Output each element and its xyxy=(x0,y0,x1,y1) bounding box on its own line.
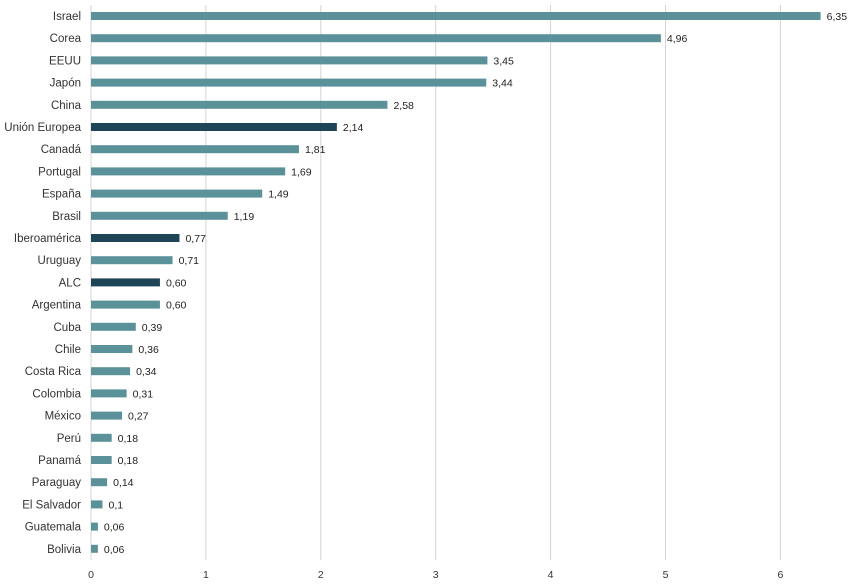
category-label: Chile xyxy=(55,344,81,356)
x-tick-label: 0 xyxy=(88,569,94,581)
bar xyxy=(91,278,160,287)
category-label: Costa Rica xyxy=(25,366,82,378)
bars xyxy=(91,12,821,553)
x-tick-label: 2 xyxy=(318,569,324,581)
value-label: 0,77 xyxy=(185,233,206,245)
value-label: 0,36 xyxy=(138,344,159,356)
category-label: Argentina xyxy=(32,300,82,312)
category-label: Iberoamérica xyxy=(14,233,82,245)
x-tick-label: 1 xyxy=(203,569,209,581)
bar xyxy=(91,367,131,376)
value-label: 1,49 xyxy=(268,189,289,201)
value-label: 4,96 xyxy=(667,33,688,45)
value-label: 1,81 xyxy=(305,144,326,156)
x-tick-label: 6 xyxy=(777,569,783,581)
bar xyxy=(91,345,133,353)
category-label: Canadá xyxy=(41,144,82,156)
value-label: 6,35 xyxy=(827,11,848,23)
category-label: Corea xyxy=(50,33,82,45)
category-label: Brasil xyxy=(52,211,81,223)
bar xyxy=(91,78,487,87)
category-label: EEUU xyxy=(49,55,81,67)
category-label: Unión Europea xyxy=(4,122,81,134)
bar xyxy=(91,12,821,20)
bar xyxy=(91,478,108,487)
bar xyxy=(91,189,263,198)
category-label: Guatemala xyxy=(25,522,82,534)
category-label: Colombia xyxy=(32,388,81,400)
bar xyxy=(91,389,127,398)
value-label: 0,06 xyxy=(104,544,125,556)
bar xyxy=(91,145,299,154)
value-label: 1,19 xyxy=(234,211,255,223)
category-label: El Salvador xyxy=(22,499,81,511)
category-labels: Israel Corea EEUU Japón China Unión Europea Ca… xyxy=(4,11,81,556)
category-label: ALC xyxy=(59,277,81,289)
value-label: 0,60 xyxy=(166,300,187,312)
value-labels: 6,35 4,96 3,45 3,44 2,58 2,14 1,81 1,691,49 1,19… xyxy=(104,11,847,556)
category-label: Bolivia xyxy=(47,544,81,556)
value-label: 2,58 xyxy=(393,100,414,112)
value-label: 0,34 xyxy=(136,366,157,378)
category-label: Japón xyxy=(50,78,81,90)
value-label: 0,06 xyxy=(104,522,125,534)
bar xyxy=(91,234,180,242)
bar xyxy=(91,322,136,331)
bar xyxy=(91,522,98,531)
category-label: Paraguay xyxy=(32,477,81,489)
value-label: 0,18 xyxy=(118,455,139,467)
value-label: 0,39 xyxy=(142,322,163,334)
x-tick-label: 3 xyxy=(433,569,439,581)
bar xyxy=(91,256,173,265)
gridlines xyxy=(90,5,781,560)
bar xyxy=(91,167,286,176)
category-label: Israel xyxy=(53,11,81,23)
value-label: 3,44 xyxy=(492,78,513,90)
bar xyxy=(91,456,112,464)
bar xyxy=(91,100,388,109)
value-label: 0,71 xyxy=(179,255,200,267)
category-label: China xyxy=(51,100,82,112)
bar xyxy=(91,411,123,420)
value-label: 3,45 xyxy=(493,55,514,67)
bar xyxy=(91,211,228,220)
value-label: 1,69 xyxy=(291,166,312,178)
category-label: Uruguay xyxy=(38,255,82,267)
category-label: Perú xyxy=(57,433,81,445)
x-axis-ticks: 0 1 2 3 4 5 6 xyxy=(88,569,783,581)
x-tick-label: 5 xyxy=(663,569,669,581)
category-label: Panamá xyxy=(38,455,81,467)
category-label: España xyxy=(42,189,82,201)
x-tick-label: 4 xyxy=(548,569,554,581)
category-label: Cuba xyxy=(54,322,82,334)
value-label: 0,27 xyxy=(128,411,149,423)
category-label: México xyxy=(45,411,81,423)
bar xyxy=(91,34,661,43)
category-label: Portugal xyxy=(38,166,81,178)
bar xyxy=(91,433,112,442)
value-label: 0,18 xyxy=(118,433,139,445)
bar xyxy=(91,123,337,131)
value-label: 2,14 xyxy=(343,122,364,134)
value-label: 0,31 xyxy=(133,388,154,400)
value-label: 0,60 xyxy=(166,277,187,289)
bar xyxy=(91,544,98,553)
bar xyxy=(91,300,160,309)
value-label: 0,1 xyxy=(108,499,123,511)
value-label: 0,14 xyxy=(113,477,134,489)
bar xyxy=(91,500,103,509)
bar xyxy=(91,56,488,65)
